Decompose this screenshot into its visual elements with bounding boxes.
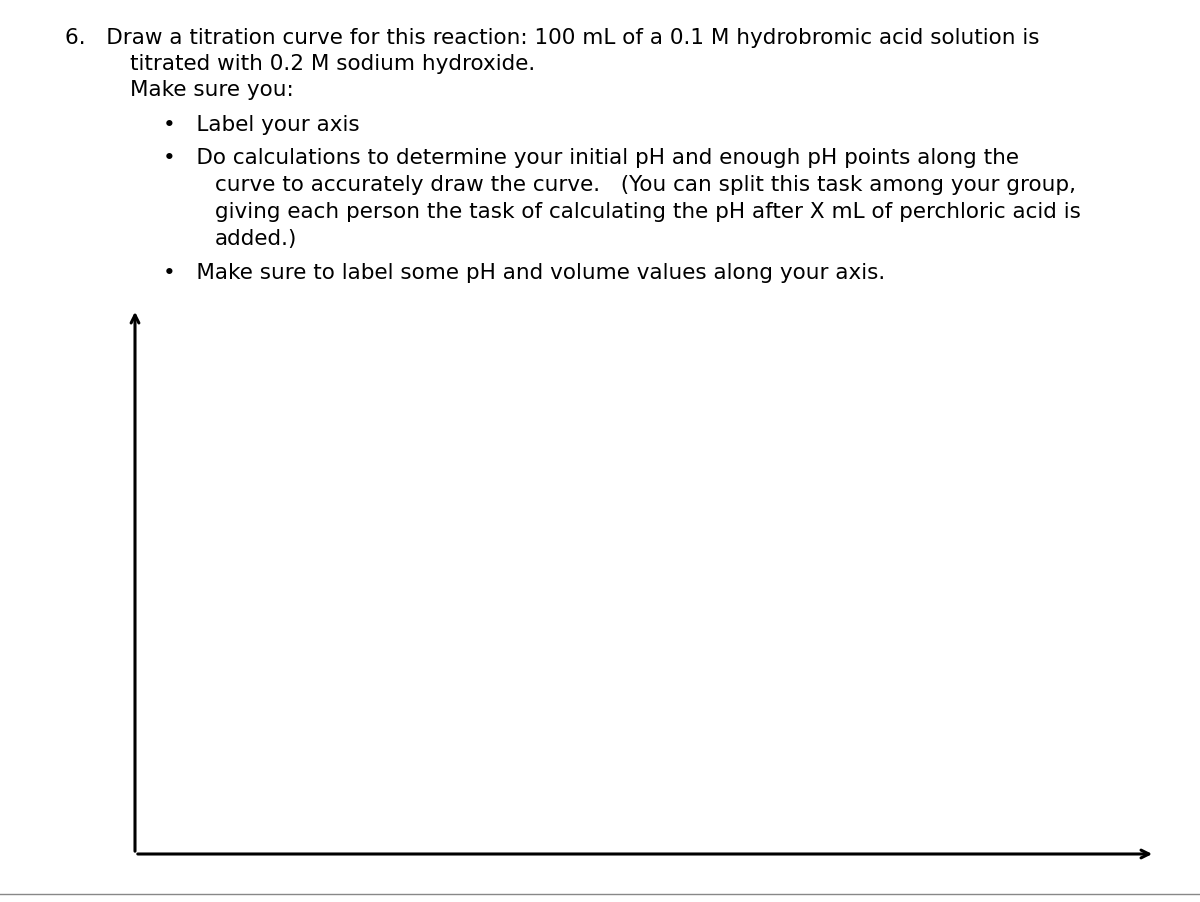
Text: •   Do calculations to determine your initial pH and enough pH points along the: • Do calculations to determine your init… — [163, 148, 1019, 168]
Text: 6.   Draw a titration curve for this reaction: 100 mL of a 0.1 M hydrobromic aci: 6. Draw a titration curve for this react… — [65, 28, 1039, 48]
Text: titrated with 0.2 M sodium hydroxide.: titrated with 0.2 M sodium hydroxide. — [130, 54, 535, 74]
Text: curve to accurately draw the curve.   (You can split this task among your group,: curve to accurately draw the curve. (You… — [215, 175, 1076, 195]
Text: •   Label your axis: • Label your axis — [163, 115, 360, 135]
Text: Make sure you:: Make sure you: — [130, 80, 294, 100]
Text: added.): added.) — [215, 229, 298, 249]
Text: giving each person the task of calculating the pH after X mL of perchloric acid : giving each person the task of calculati… — [215, 202, 1081, 222]
Text: •   Make sure to label some pH and volume values along your axis.: • Make sure to label some pH and volume … — [163, 262, 886, 282]
